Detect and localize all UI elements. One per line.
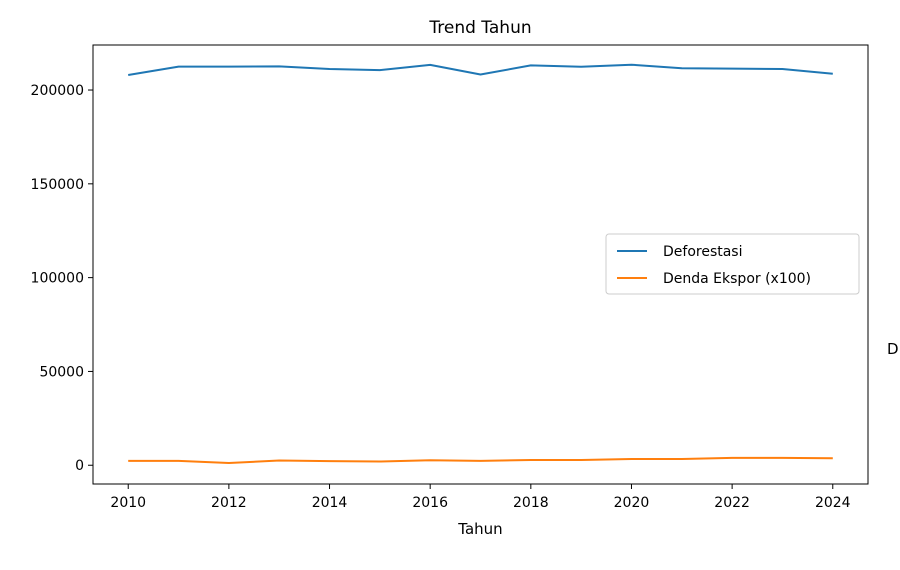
series-line-1	[128, 63, 833, 76]
series-line-2	[128, 456, 833, 464]
x-tick-label: 2020	[614, 495, 650, 511]
plot-area: 2010 2012 2014 2016 2018 2020 2022 2024 0 50000 1…	[31, 44, 869, 511]
legend-box	[605, 233, 860, 295]
y-tick-label: 50000	[39, 364, 84, 380]
clipped-text: D	[887, 340, 899, 358]
x-tick-label: 2018	[513, 495, 549, 511]
plot-frame	[92, 44, 869, 485]
x-tick-label: 2022	[714, 495, 750, 511]
x-tick-label: 2014	[312, 495, 348, 511]
chart-title: Trend Tahun	[428, 18, 531, 38]
x-tick-label: 2010	[110, 495, 146, 511]
x-tick-label: 2016	[412, 495, 448, 511]
legend-entry: Deforestasi	[663, 244, 743, 260]
x-axis-label: Tahun	[457, 520, 502, 538]
series-layer	[128, 63, 833, 464]
x-tick-label: 2012	[211, 495, 247, 511]
y-tick-label: 100000	[31, 271, 84, 287]
legend-entry: Denda Ekspor (x100)	[663, 271, 811, 287]
legend: Deforestasi Denda Ekspor (x100)	[605, 233, 860, 295]
y-tick-label: 200000	[31, 83, 84, 99]
y-tick-label: 0	[75, 458, 84, 474]
x-tick-label: 2024	[815, 495, 851, 511]
x-axis: 2010 2012 2014 2016 2018 2020 2022 2024	[110, 484, 851, 511]
y-tick-label: 150000	[31, 177, 84, 193]
y-axis: 0 50000 100000 150000 200000	[31, 83, 93, 474]
